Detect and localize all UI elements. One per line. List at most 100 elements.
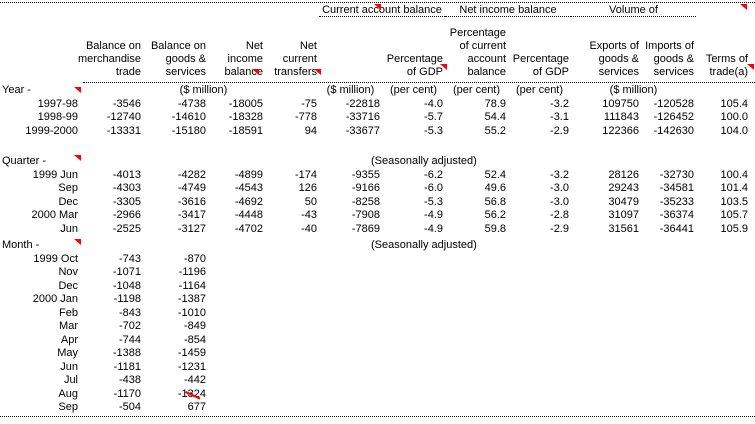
cell-imports-of-goods-and-services[interactable] [641, 280, 696, 294]
cell-exports-of-goods-and-services[interactable] [571, 374, 641, 388]
cell-net-income-balance[interactable]: -4899 [234, 168, 263, 181]
cell-exports-of-goods-and-services[interactable]: 30479 [608, 195, 639, 208]
cell-current-account-percentage-of-gdp[interactable] [382, 307, 445, 321]
row-label[interactable]: 1998-99 [37, 111, 78, 123]
row-label[interactable]: 1999 Jun [32, 168, 78, 181]
cell-imports-of-goods-and-services[interactable]: -36374 [659, 209, 694, 221]
cell-net-income-percentage-of-gdp[interactable] [508, 388, 571, 402]
cell-imports-of-goods-and-services[interactable]: -120528 [653, 97, 694, 110]
cell-balance-on-goods-and-services[interactable]: -15180 [171, 124, 206, 137]
row-label[interactable]: 1999-2000 [25, 124, 78, 137]
section-label-month[interactable]: Month - [2, 239, 40, 251]
cell-net-income-percentage-of-gdp[interactable] [508, 334, 571, 348]
cell-current-account-balance-millions[interactable]: -9355 [351, 168, 380, 181]
cell-imports-of-goods-and-services[interactable] [641, 334, 696, 348]
cell-imports-of-goods-and-services[interactable] [641, 266, 696, 280]
cell-balance-on-goods-and-services[interactable]: -1324 [177, 387, 206, 400]
cell-percentage-of-current-account-balance[interactable] [445, 401, 508, 415]
cell-exports-of-goods-and-services[interactable] [571, 334, 641, 348]
volume-of-comment-marker[interactable] [740, 4, 747, 10]
cell-net-current-transfers[interactable] [265, 307, 319, 321]
cell-net-income-balance[interactable] [208, 334, 265, 348]
cell-percentage-of-current-account-balance[interactable]: 59.8 [484, 222, 506, 235]
cell-imports-of-goods-and-services[interactable] [641, 388, 696, 402]
cell-current-account-percentage-of-gdp[interactable]: -5.3 [424, 124, 443, 137]
cell-terms-of-trade[interactable] [696, 280, 750, 294]
group-header-2[interactable]: Net income balance [445, 4, 571, 17]
cell-net-income-balance[interactable]: -18328 [228, 111, 263, 123]
cell-net-income-balance[interactable] [208, 293, 265, 307]
cell-balance-on-goods-and-services[interactable]: -4282 [177, 168, 206, 181]
cell-current-account-balance-millions[interactable]: -33716 [345, 111, 380, 123]
cell-net-income-balance[interactable] [208, 253, 265, 267]
cell-percentage-of-current-account-balance[interactable]: 55.2 [484, 124, 506, 137]
cell-percentage-of-current-account-balance[interactable] [445, 361, 508, 375]
cell-net-income-percentage-of-gdp[interactable]: -2.9 [550, 222, 569, 235]
cell-current-account-percentage-of-gdp[interactable] [382, 280, 445, 294]
cell-net-income-balance[interactable]: -4543 [234, 182, 263, 194]
cell-balance-on-merchandise-trade[interactable]: -13331 [106, 124, 141, 137]
cell-balance-on-merchandise-trade[interactable]: -4013 [112, 168, 141, 181]
cell-balance-on-goods-and-services[interactable]: -3127 [177, 222, 206, 235]
cell-net-income-balance[interactable]: -18591 [228, 124, 263, 137]
cell-current-account-percentage-of-gdp[interactable] [382, 253, 445, 267]
cell-net-income-percentage-of-gdp[interactable]: -3.2 [550, 168, 569, 181]
cell-balance-on-goods-and-services[interactable]: -1387 [177, 293, 206, 305]
cell-net-income-percentage-of-gdp[interactable]: -3.0 [550, 182, 569, 194]
cell-current-account-percentage-of-gdp[interactable] [382, 266, 445, 280]
cell-balance-on-merchandise-trade[interactable]: -1170 [113, 387, 141, 400]
cell-net-income-percentage-of-gdp[interactable] [508, 293, 571, 307]
cell-balance-on-goods-and-services[interactable]: -1010 [177, 306, 206, 319]
cell-balance-on-merchandise-trade[interactable]: -3305 [112, 195, 141, 208]
cell-net-income-percentage-of-gdp[interactable] [508, 401, 571, 415]
cell-balance-on-merchandise-trade[interactable]: -2966 [112, 209, 141, 221]
cell-net-current-transfers[interactable]: 94 [304, 124, 317, 137]
column-header-imports-of-goods-and-services[interactable]: Imports of goods & services [641, 18, 696, 79]
row-label[interactable]: Sep [58, 401, 78, 413]
cell-imports-of-goods-and-services[interactable] [641, 401, 696, 415]
cell-balance-on-goods-and-services[interactable]: -1459 [177, 347, 206, 359]
cell-percentage-of-current-account-balance[interactable]: 78.9 [484, 97, 506, 110]
cell-net-income-percentage-of-gdp[interactable] [508, 361, 571, 375]
cell-current-account-balance-millions[interactable] [319, 374, 382, 388]
cell-net-income-balance[interactable] [208, 307, 265, 321]
cell-balance-on-merchandise-trade[interactable]: -843 [118, 306, 141, 319]
cell-current-account-percentage-of-gdp[interactable]: -4.0 [424, 97, 443, 110]
cell-imports-of-goods-and-services[interactable] [641, 253, 696, 267]
cell-net-income-balance[interactable] [208, 320, 265, 334]
cell-current-account-balance-millions[interactable] [319, 361, 382, 375]
cell-terms-of-trade[interactable] [696, 388, 750, 402]
cell-net-income-balance[interactable] [208, 401, 265, 415]
cell-imports-of-goods-and-services[interactable] [641, 293, 696, 307]
cell-exports-of-goods-and-services[interactable] [571, 280, 641, 294]
cell-net-income-balance[interactable]: -4702 [234, 222, 263, 235]
cell-current-account-balance-millions[interactable]: -33677 [345, 124, 380, 137]
row-label[interactable]: Jul [63, 374, 78, 386]
cell-balance-on-goods-and-services[interactable]: -14610 [171, 111, 206, 123]
cell-exports-of-goods-and-services[interactable]: 109750 [602, 97, 639, 110]
cell-net-income-percentage-of-gdp[interactable] [508, 320, 571, 334]
cell-current-account-percentage-of-gdp[interactable]: -6.0 [424, 182, 443, 194]
cell-current-account-balance-millions[interactable]: -8258 [351, 195, 380, 208]
cell-percentage-of-current-account-balance[interactable] [445, 280, 508, 294]
cell-net-current-transfers[interactable]: -75 [301, 97, 317, 110]
cell-net-current-transfers[interactable] [265, 388, 319, 402]
row-label[interactable]: Dec [58, 195, 78, 208]
net-current-transfers-comment-marker[interactable] [314, 69, 321, 75]
cell-imports-of-goods-and-services[interactable] [641, 361, 696, 375]
cell-net-income-balance[interactable]: -4692 [234, 195, 263, 208]
cell-terms-of-trade[interactable] [696, 347, 750, 361]
row-label[interactable]: 2000 Mar [31, 209, 78, 221]
cell-current-account-balance-millions[interactable] [319, 307, 382, 321]
cell-percentage-of-current-account-balance[interactable]: 49.6 [484, 182, 506, 194]
cell-net-current-transfers[interactable]: 50 [304, 195, 317, 208]
cell-net-income-balance[interactable]: -4448 [234, 209, 263, 221]
cell-net-current-transfers[interactable] [265, 334, 319, 348]
cell-imports-of-goods-and-services[interactable]: -34581 [659, 182, 694, 194]
cell-balance-on-goods-and-services[interactable]: -3616 [177, 195, 206, 208]
cell-balance-on-merchandise-trade[interactable]: -1071 [112, 266, 141, 278]
cell-imports-of-goods-and-services[interactable] [641, 307, 696, 321]
cell-net-income-percentage-of-gdp[interactable]: -2.8 [550, 209, 569, 221]
cell-exports-of-goods-and-services[interactable] [571, 293, 641, 307]
cell-current-account-percentage-of-gdp[interactable]: -4.9 [424, 222, 443, 235]
